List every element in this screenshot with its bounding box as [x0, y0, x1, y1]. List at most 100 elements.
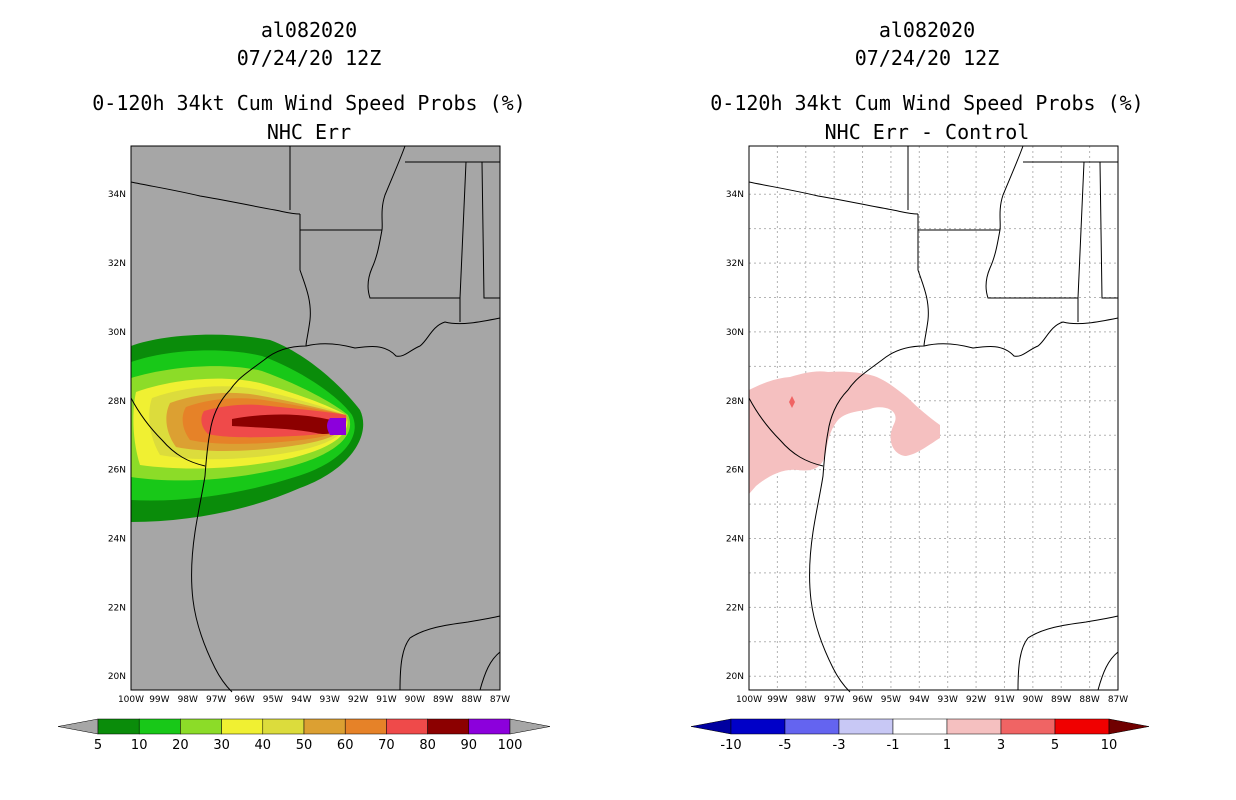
longitude-labels: 100W 99W 98W 97W 96W 95W 94W 93W 92W 91W 90W 89W 88W… — [118, 695, 510, 705]
lon-label: 100W — [736, 695, 762, 705]
lon-label: 98W — [178, 695, 198, 705]
datetime-title: 07/24/20 12Z — [236, 46, 382, 70]
gulf-coastline — [809, 317, 1119, 693]
product-title: 0-120h 34kt Cum Wind Speed Probs (%) — [92, 91, 526, 115]
lon-label: 96W — [234, 695, 254, 705]
texas-oklahoma-border — [130, 181, 301, 215]
mexico-interior-line — [1017, 615, 1119, 691]
colorbar-label: 20 — [172, 738, 189, 753]
contour-80 — [232, 414, 345, 435]
lon-label: 93W — [938, 695, 958, 705]
lon-label: 94W — [909, 695, 929, 705]
lon-label: 88W — [461, 695, 481, 705]
lat-label: 30N — [726, 328, 744, 338]
lat-label: 26N — [726, 466, 744, 476]
colorbar-label: 5 — [94, 738, 102, 753]
texas-louisiana-border — [299, 214, 311, 347]
coastlines-and-borders — [130, 145, 501, 693]
lon-label: 89W — [1051, 695, 1071, 705]
colorbar-swatch — [1000, 718, 1056, 735]
lon-label: 87W — [1108, 695, 1128, 705]
lon-label: 91W — [376, 695, 396, 705]
colorbar-label: 10 — [1101, 738, 1118, 753]
colorbar-swatch — [344, 718, 387, 735]
texas-oklahoma-border — [748, 181, 919, 215]
lat-label: 28N — [108, 397, 126, 407]
colorbar-swatch — [138, 718, 181, 735]
alabama-florida-border — [481, 161, 500, 299]
colorbar-label: 3 — [997, 738, 1005, 753]
colorbar-swatch — [427, 718, 470, 735]
latitude-labels: 20N 22N 24N 26N 28N 30N 32N 34N — [726, 190, 744, 682]
colorbar-swatch — [262, 718, 305, 735]
lon-label: 91W — [994, 695, 1014, 705]
colorbar-label: 90 — [461, 738, 478, 753]
colorbar-swatch — [892, 718, 948, 735]
colorbar-label: 100 — [498, 738, 523, 753]
arkansas-mississippi-river — [999, 145, 1024, 231]
colorbar-under-arrow — [690, 718, 732, 735]
latitude-labels: 20N 22N 24N 26N 28N 30N 32N 34N — [108, 190, 126, 682]
left-panel: al082020 07/24/20 12Z 0-120h 34kt Cum Wi… — [57, 18, 551, 753]
colorbar-swatch — [221, 718, 264, 735]
lon-label: 97W — [206, 695, 226, 705]
lon-label: 92W — [966, 695, 986, 705]
lon-label: 88W — [1079, 695, 1099, 705]
lon-label: 92W — [348, 695, 368, 705]
lon-label: 90W — [405, 695, 425, 705]
lat-label: 26N — [108, 466, 126, 476]
map-frame — [748, 145, 1119, 691]
colorbar-swatch — [180, 718, 222, 735]
storm-id-title: al082020 — [260, 18, 358, 42]
lon-label: 99W — [149, 695, 169, 705]
lat-label: 32N — [108, 259, 126, 269]
lon-label: 99W — [767, 695, 787, 705]
mississippi-river-border — [985, 229, 1078, 299]
mexico-interior-line — [399, 615, 501, 691]
colorbar-swatch — [386, 718, 428, 735]
contour-90 — [327, 418, 346, 435]
colorbar-label: 10 — [131, 738, 148, 753]
colorbar-swatch — [303, 718, 346, 735]
lon-label: 87W — [490, 695, 510, 705]
gulf-coastline — [191, 317, 501, 693]
lat-label: 28N — [726, 397, 744, 407]
mexico-east-coast — [479, 651, 501, 691]
coastlines-and-borders — [748, 145, 1119, 693]
colorbar-swatch — [838, 718, 894, 735]
lat-label: 24N — [108, 535, 126, 545]
subtitle: NHC Err - Control — [824, 120, 1030, 144]
rio-grande-border — [130, 397, 206, 467]
colorbar: 5 10 20 30 40 50 60 70 80 90 100 — [57, 718, 551, 753]
lon-label: 93W — [320, 695, 340, 705]
colorbar-label: 30 — [213, 738, 230, 753]
storm-id-title: al082020 — [878, 18, 976, 42]
rio-grande-border — [748, 397, 824, 467]
lon-label: 89W — [433, 695, 453, 705]
lon-label: 90W — [1023, 695, 1043, 705]
alabama-florida-border — [1099, 161, 1118, 299]
lat-label: 34N — [726, 190, 744, 200]
colorbar-over-arrow — [509, 718, 551, 735]
texas-louisiana-border — [917, 214, 929, 347]
colorbar-label: 80 — [419, 738, 436, 753]
colorbar-label: -5 — [779, 738, 792, 753]
lat-label: 20N — [108, 672, 126, 682]
lat-label: 22N — [108, 603, 126, 613]
colorbar-swatch — [730, 718, 786, 735]
lon-label: 97W — [824, 695, 844, 705]
difference-contours — [749, 371, 940, 494]
colorbar: -10 -5 -3 -1 1 3 5 10 — [690, 718, 1150, 753]
right-panel: al082020 07/24/20 12Z 0-120h 34kt Cum Wi… — [618, 0, 1236, 800]
lon-label: 95W — [881, 695, 901, 705]
colorbar-label: 1 — [943, 738, 951, 753]
colorbar-over-arrow — [1108, 718, 1150, 735]
map-svg-left: 100W 99W 98W 97W 96W 95W 94W 93W 92W 91W 90W 89W 88W… — [57, 145, 551, 753]
lat-label: 30N — [108, 328, 126, 338]
colorbar-label: -3 — [833, 738, 846, 753]
lat-label: 24N — [726, 535, 744, 545]
colorbar-label: -10 — [720, 738, 741, 753]
map-frame — [130, 145, 501, 691]
mississippi-river-border — [367, 229, 460, 299]
mexico-east-coast — [1097, 651, 1119, 691]
